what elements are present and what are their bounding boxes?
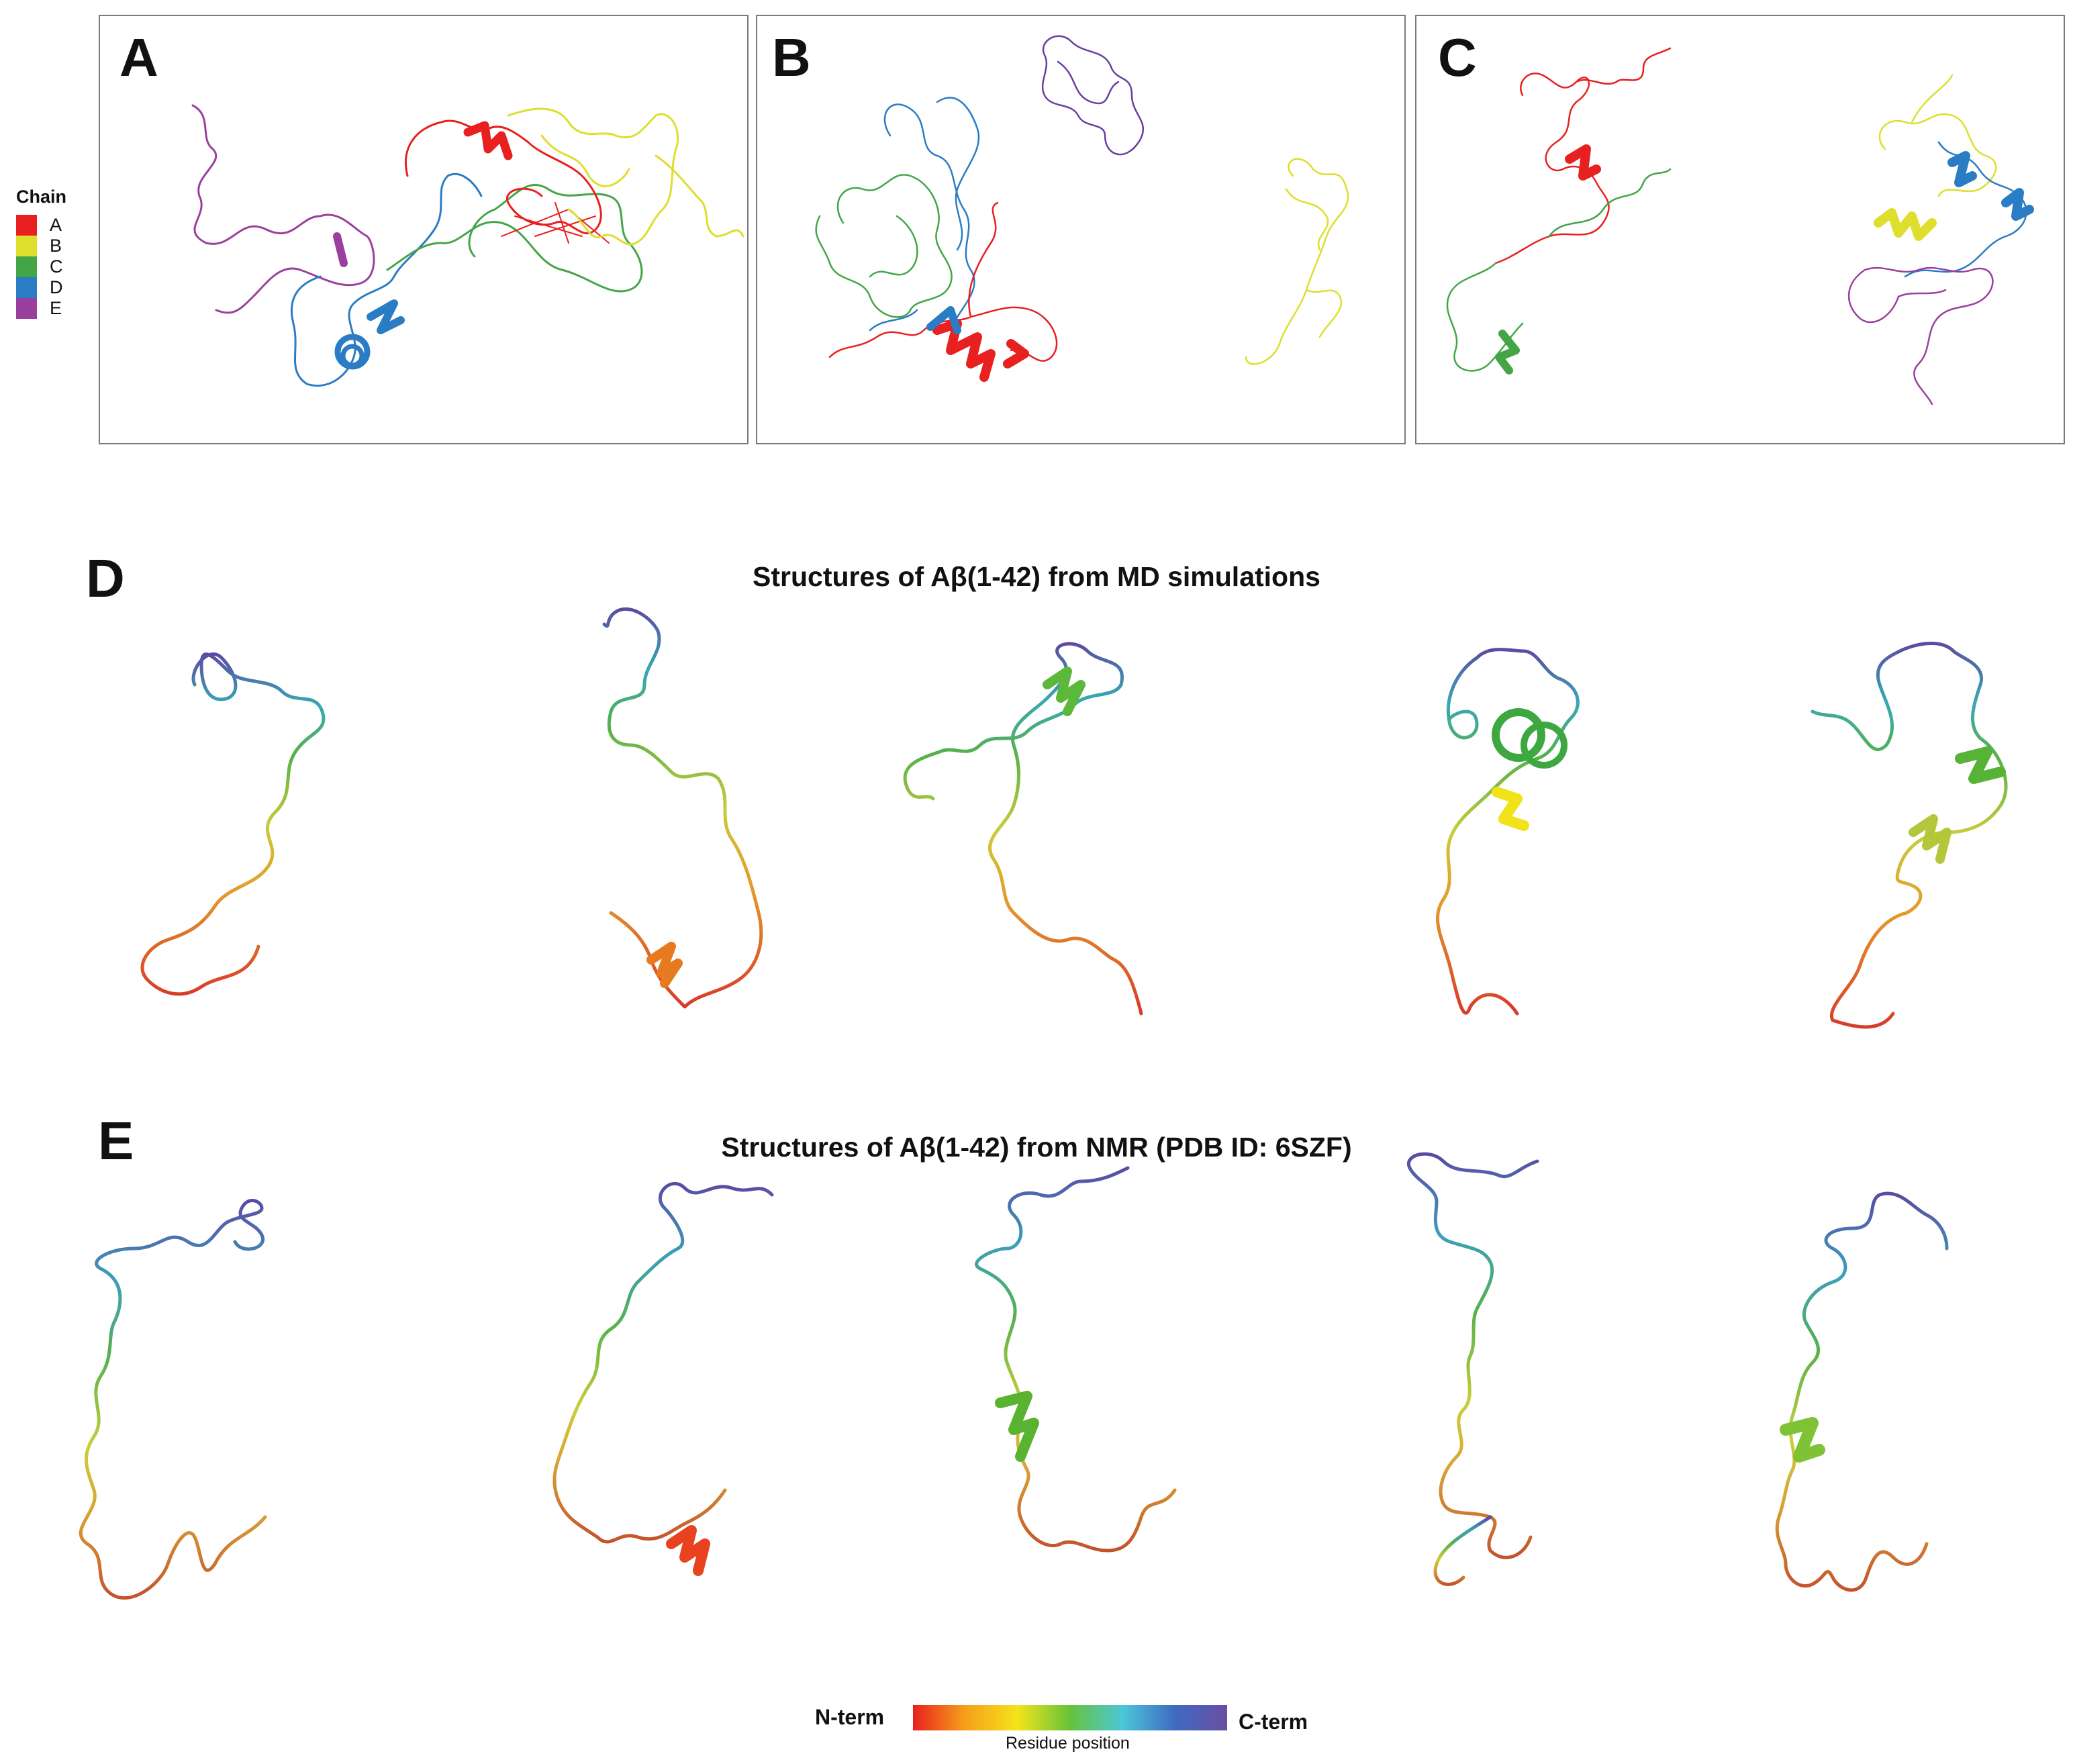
legend-swatch-e bbox=[16, 298, 37, 319]
panel-label-a: A bbox=[119, 28, 158, 87]
panel-label-d: D bbox=[86, 548, 125, 608]
panel-label-c: C bbox=[1438, 28, 1477, 87]
legend-label-a: A bbox=[50, 215, 62, 235]
panel-b-box bbox=[756, 15, 1406, 444]
legend-label-c: C bbox=[50, 256, 63, 277]
colorbar-caption: Residue position bbox=[1006, 1734, 1130, 1753]
legend-label-e: E bbox=[50, 298, 62, 318]
colorbar-left-label: N-term bbox=[815, 1705, 885, 1729]
legend-swatch-d bbox=[16, 277, 37, 298]
md-structure-4 bbox=[1436, 648, 1580, 1016]
legend-swatch-c bbox=[16, 256, 37, 277]
nmr-structure-3 bbox=[975, 1166, 1177, 1553]
legend-label-d: D bbox=[50, 277, 63, 297]
section-e-title: Structures of Aβ(1-42) from NMR (PDB ID:… bbox=[721, 1132, 1352, 1163]
md-structures bbox=[140, 607, 2008, 1029]
panel-label-e: E bbox=[98, 1111, 134, 1171]
nmr-structures bbox=[79, 1152, 1949, 1600]
colorbar-gradient bbox=[913, 1705, 1227, 1730]
nmr-structure-5 bbox=[1775, 1191, 1949, 1592]
section-d-title: Structures of Aβ(1-42) from MD simulatio… bbox=[753, 561, 1320, 592]
md-structure-2 bbox=[602, 607, 763, 1009]
legend-swatch-a bbox=[16, 215, 37, 236]
nmr-structure-1 bbox=[79, 1199, 267, 1600]
legend-label-b: B bbox=[50, 236, 62, 256]
colorbar-right-label: C-term bbox=[1239, 1710, 1308, 1734]
md-structure-3 bbox=[903, 642, 1143, 1016]
nmr-structure-4 bbox=[1406, 1152, 1539, 1586]
panel-a-box bbox=[99, 15, 749, 444]
panel-c-structure bbox=[1446, 47, 2034, 405]
panel-a-structure bbox=[191, 104, 744, 387]
legend-title: Chain bbox=[16, 187, 67, 207]
panel-label-b: B bbox=[772, 28, 811, 87]
panel-b-structure bbox=[815, 35, 1349, 382]
panel-c-box bbox=[1415, 15, 2065, 444]
md-structure-1 bbox=[140, 652, 326, 996]
legend-swatch-b bbox=[16, 236, 37, 256]
nmr-structure-2 bbox=[552, 1182, 774, 1576]
md-structure-5 bbox=[1811, 641, 2008, 1029]
